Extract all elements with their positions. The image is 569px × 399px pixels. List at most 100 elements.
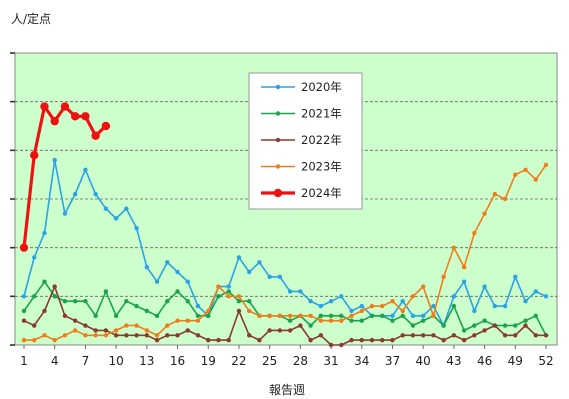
data-point [21, 337, 27, 343]
data-point [380, 313, 385, 318]
legend-item: 2020年 [261, 80, 342, 94]
data-point [72, 299, 78, 304]
data-point [246, 269, 252, 275]
data-point [175, 289, 180, 294]
data-point [21, 308, 27, 314]
data-point [154, 279, 160, 284]
data-point [420, 313, 426, 318]
data-point [482, 328, 487, 333]
data-point [267, 313, 272, 318]
data-point [482, 211, 487, 216]
x-tick-label: 25 [262, 354, 277, 368]
x-tick-label: 49 [508, 354, 523, 368]
data-point [492, 323, 498, 328]
data-point [32, 294, 37, 299]
data-point [369, 313, 375, 318]
series-2023年 [21, 162, 549, 343]
data-point [32, 255, 37, 260]
data-point [195, 333, 201, 338]
data-point [543, 333, 549, 338]
data-point [420, 333, 426, 338]
data-point [103, 328, 109, 333]
data-point [206, 337, 211, 343]
data-point [543, 162, 549, 168]
data-point [21, 318, 27, 323]
data-series [19, 102, 549, 348]
x-tick-label: 4 [51, 354, 59, 368]
data-point [359, 337, 364, 343]
data-point [441, 337, 446, 343]
data-point [91, 131, 100, 140]
data-point [380, 303, 385, 309]
data-point [165, 260, 170, 265]
data-point [226, 284, 231, 289]
data-point [461, 337, 467, 343]
data-point [451, 245, 457, 250]
legend-label: 2024年 [301, 186, 342, 200]
data-point [103, 289, 109, 294]
data-point [216, 284, 221, 289]
data-point [165, 299, 170, 304]
data-point [400, 299, 405, 304]
data-point [113, 216, 119, 221]
y-axis-label: 人/定点 [11, 11, 51, 26]
data-point [502, 323, 508, 328]
data-point [380, 337, 385, 343]
data-point [175, 269, 180, 275]
data-point [451, 294, 457, 299]
data-point [349, 313, 354, 318]
data-point [308, 313, 313, 318]
data-point [328, 318, 334, 323]
data-point [185, 328, 190, 333]
data-point [246, 299, 252, 304]
data-point [513, 274, 518, 280]
data-point [144, 308, 150, 314]
data-point [339, 294, 344, 299]
data-point [154, 337, 160, 343]
legend-item: 2024年 [261, 186, 342, 200]
data-point [533, 313, 538, 318]
data-point [257, 260, 262, 265]
x-tick-label: 19 [201, 354, 216, 368]
data-point [165, 323, 170, 328]
legend-label: 2020年 [301, 80, 342, 94]
data-point [216, 294, 221, 299]
data-point [246, 333, 252, 338]
data-point [461, 279, 467, 284]
series-line [23, 159, 547, 327]
data-point [349, 318, 354, 323]
data-point [431, 333, 436, 338]
data-point [101, 121, 111, 131]
legend-marker [275, 111, 281, 116]
data-point [134, 323, 139, 328]
x-tick-label: 16 [170, 354, 185, 368]
data-point [236, 308, 242, 314]
data-point [339, 318, 344, 323]
data-point [502, 333, 508, 338]
x-tick-label: 1 [20, 354, 28, 368]
data-point [83, 323, 88, 328]
data-point [42, 279, 47, 284]
legend-marker [275, 164, 281, 169]
data-point [328, 313, 334, 318]
data-point [185, 299, 190, 304]
data-point [410, 313, 416, 318]
data-point [287, 328, 293, 333]
data-point [42, 333, 47, 338]
data-point [52, 157, 57, 163]
data-point [154, 313, 160, 318]
data-point [523, 318, 528, 323]
data-point [431, 313, 436, 318]
data-point [431, 303, 436, 309]
legend: 2020年 2021年 2022年 2023年 2024年 [248, 72, 363, 210]
data-point [113, 313, 119, 318]
data-point [70, 112, 80, 121]
data-point [308, 299, 313, 304]
data-point [257, 313, 262, 318]
legend-label: 2021年 [301, 107, 342, 121]
data-point [523, 323, 528, 328]
data-point [267, 274, 272, 280]
legend-item: 2021年 [261, 107, 342, 121]
data-point [103, 333, 109, 338]
data-point [216, 337, 221, 343]
